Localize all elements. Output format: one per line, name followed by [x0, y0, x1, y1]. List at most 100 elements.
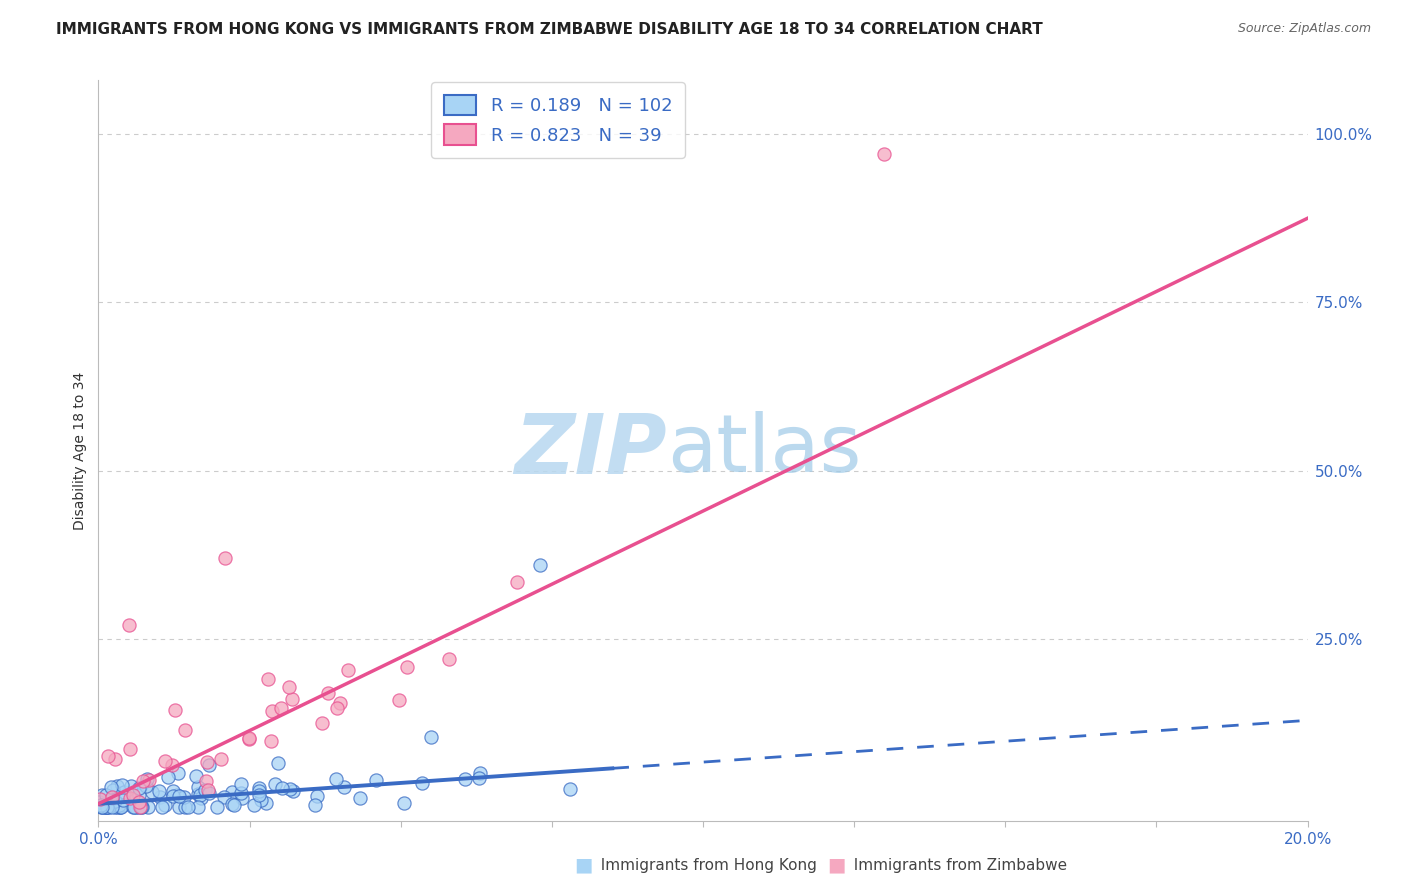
Legend: R = 0.189   N = 102, R = 0.823   N = 39: R = 0.189 N = 102, R = 0.823 N = 39: [432, 82, 685, 158]
Point: [224, 797, 246, 812]
Point: [267, 756, 290, 770]
Point: [112, 784, 135, 798]
Text: Immigrants from Zimbabwe: Immigrants from Zimbabwe: [844, 858, 1067, 872]
Text: ZIP: ZIP: [515, 410, 666, 491]
Point: [150, 800, 173, 814]
Point: [128, 789, 150, 803]
Point: [101, 800, 124, 814]
Point: [93, 796, 115, 810]
Text: IMMIGRANTS FROM HONG KONG VS IMMIGRANTS FROM ZIMBABWE DISABILITY AGE 18 TO 34 CO: IMMIGRANTS FROM HONG KONG VS IMMIGRANTS …: [56, 22, 1043, 37]
Point: [873, 147, 896, 161]
Point: [162, 784, 184, 798]
Point: [90, 800, 112, 814]
Point: [281, 692, 304, 706]
Point: [91, 789, 114, 803]
Point: [135, 772, 157, 787]
Point: [221, 785, 243, 799]
Point: [177, 800, 200, 814]
Point: [249, 780, 271, 795]
Point: [209, 752, 232, 766]
Point: [262, 704, 284, 718]
Point: [194, 783, 217, 797]
Point: [263, 776, 285, 790]
Point: [326, 701, 349, 715]
Text: ■: ■: [827, 855, 846, 875]
Point: [101, 789, 124, 804]
Point: [107, 797, 129, 812]
Point: [249, 793, 271, 807]
Point: [243, 798, 266, 813]
Point: [454, 772, 477, 786]
Point: [195, 755, 218, 769]
Point: [238, 731, 260, 746]
Point: [558, 781, 581, 796]
Point: [111, 778, 134, 792]
Point: [125, 800, 148, 814]
Point: [329, 696, 352, 710]
Point: [129, 799, 152, 814]
Point: [190, 791, 212, 805]
Point: [167, 766, 190, 780]
Point: [96, 800, 118, 814]
Point: [125, 792, 148, 806]
Point: [118, 791, 141, 805]
Point: [260, 734, 283, 748]
Point: [129, 800, 152, 814]
Point: [118, 742, 141, 756]
Point: [111, 798, 134, 813]
Point: [90, 800, 112, 814]
Point: [316, 686, 339, 700]
Point: [254, 797, 277, 811]
Text: ■: ■: [574, 855, 593, 875]
Point: [120, 779, 142, 793]
Point: [271, 781, 294, 796]
Point: [131, 800, 153, 814]
Point: [238, 731, 260, 746]
Point: [104, 800, 127, 814]
Point: [153, 754, 176, 768]
Point: [247, 783, 270, 797]
Point: [131, 773, 153, 788]
Point: [110, 800, 132, 814]
Point: [311, 715, 333, 730]
Point: [127, 797, 149, 812]
Point: [96, 800, 118, 814]
Point: [188, 788, 211, 802]
Y-axis label: Disability Age 18 to 34: Disability Age 18 to 34: [73, 371, 87, 530]
Point: [94, 788, 117, 802]
Point: [127, 800, 149, 814]
Point: [304, 797, 326, 812]
Point: [169, 800, 191, 814]
Point: [349, 791, 371, 805]
Point: [505, 574, 527, 589]
Point: [270, 700, 292, 714]
Point: [229, 785, 252, 799]
Point: [212, 789, 235, 804]
Point: [110, 800, 132, 814]
Point: [101, 791, 124, 805]
Point: [135, 779, 157, 793]
Point: [307, 789, 329, 804]
Point: [187, 780, 209, 794]
Point: [332, 780, 354, 795]
Point: [100, 780, 122, 794]
Point: [153, 797, 176, 812]
Point: [136, 800, 159, 814]
Point: [87, 795, 110, 809]
Point: [388, 693, 411, 707]
Point: [467, 771, 489, 785]
Point: [163, 703, 186, 717]
Point: [129, 800, 152, 814]
Point: [156, 771, 179, 785]
Point: [221, 797, 243, 812]
Point: [122, 788, 145, 802]
Point: [184, 768, 207, 782]
Point: [281, 783, 304, 797]
Point: [173, 790, 195, 805]
Point: [94, 800, 117, 814]
Point: [214, 551, 236, 566]
Point: [162, 789, 184, 803]
Point: [173, 800, 195, 814]
Point: [198, 785, 221, 799]
Point: [104, 752, 127, 766]
